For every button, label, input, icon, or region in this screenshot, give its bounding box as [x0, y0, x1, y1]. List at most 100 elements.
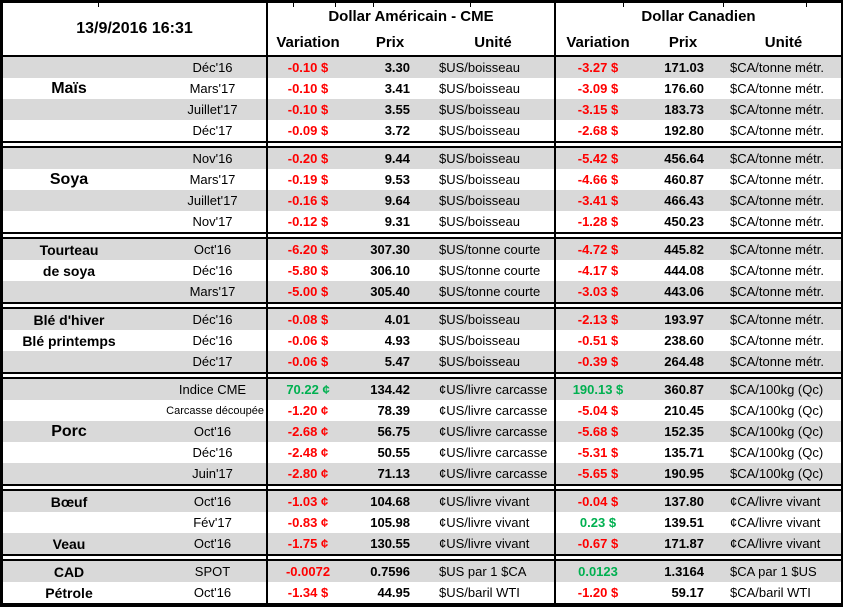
usd-price-value: 5.47: [384, 354, 410, 369]
table-row: Blé d'hiver Déc'16 -0.08 $ 4.01 $US/bois…: [3, 309, 841, 330]
contract-month: Carcasse découpée: [166, 404, 264, 417]
cad-unit-label: $CA/100kg (Qc): [730, 424, 824, 439]
cad-unit-label: $CA/tonne métr.: [730, 333, 824, 348]
cad-price-value: 456.64: [664, 151, 704, 166]
usd-unit-label: ¢US/livre carcasse: [439, 403, 548, 418]
table-row: Carcasse découpée -1.20 ¢ 78.39 ¢US/livr…: [3, 400, 841, 421]
cad-variation-value: -5.31 $: [554, 442, 640, 463]
cad-variation-value: -4.66 $: [554, 169, 640, 190]
commodity-label: [3, 442, 135, 463]
cad-variation-value: -5.65 $: [554, 463, 640, 484]
table-row: Nov'16 -0.20 $ 9.44 $US/boisseau -5.42 $…: [3, 148, 841, 169]
contract-month: Déc'16: [192, 445, 233, 460]
commodity-label: [3, 211, 135, 232]
cad-price-value: 360.87: [664, 382, 704, 397]
usd-unit-label: ¢US/livre carcasse: [439, 424, 548, 439]
usd-unit-label: ¢US/livre carcasse: [439, 466, 548, 481]
cad-unit-label: $CA/tonne métr.: [730, 60, 824, 75]
table-row: Juillet'17 -0.16 $ 9.64 $US/boisseau -3.…: [3, 190, 841, 211]
contract-month: Mars'17: [189, 81, 236, 96]
usd-variation-value: -0.09 $: [266, 120, 348, 141]
commodity-label: [3, 281, 135, 302]
commodity-label: [3, 99, 135, 120]
table-row: Déc'16 -2.48 ¢ 50.55 ¢US/livre carcasse …: [3, 442, 841, 463]
usd-unit-label: $US/boisseau: [439, 312, 520, 327]
cad-price-value: 152.35: [664, 424, 704, 439]
usd-variation-value: -1.75 ¢: [266, 533, 348, 554]
usd-price-value: 130.55: [370, 536, 410, 551]
usd-variation-value: -0.06 $: [266, 330, 348, 351]
usd-variation-value: -0.10 $: [266, 78, 348, 99]
usd-prix-column-header: Prix: [375, 33, 405, 51]
cad-variation-value: -3.15 $: [554, 99, 640, 120]
table-header: 13/9/2016 16:31 Dollar Américain - CME D…: [3, 3, 841, 57]
usd-variation-value: -0.19 $: [266, 169, 348, 190]
section-mais: Déc'16 -0.10 $ 3.30 $US/boisseau -3.27 $…: [3, 57, 841, 143]
contract-month: Juillet'17: [187, 193, 238, 208]
cad-variation-value: -3.27 $: [554, 57, 640, 78]
usd-variation-value: -0.12 $: [266, 211, 348, 232]
commodity-label: [3, 120, 135, 141]
cad-price-value: 135.71: [664, 445, 704, 460]
usd-unit-label: $US/boisseau: [439, 123, 520, 138]
cad-variation-value: -2.13 $: [554, 309, 640, 330]
contract-month: Oct'16: [193, 536, 232, 551]
cad-variation-value: -5.42 $: [554, 148, 640, 169]
usd-variation-value: -0.83 ¢: [266, 512, 348, 533]
cad-unit-label: $CA/100kg (Qc): [730, 382, 824, 397]
cad-variation-value: -0.39 $: [554, 351, 640, 372]
usd-variation-value: -1.34 $: [266, 582, 348, 603]
usd-price-value: 104.68: [370, 494, 410, 509]
table-row: Mars'17 -5.00 $ 305.40 $US/tonne courte …: [3, 281, 841, 302]
commodity-label: Blé printemps: [22, 332, 116, 349]
usd-price-value: 3.55: [384, 102, 410, 117]
cad-price-value: 445.82: [664, 242, 704, 257]
cad-price-value: 1.3164: [664, 564, 704, 579]
contract-month: Nov'16: [192, 151, 233, 166]
cad-variation-value: -1.28 $: [554, 211, 640, 232]
contract-month: Oct'16: [193, 585, 232, 600]
section-boeuf-veau: Bœuf Oct'16 -1.03 ¢ 104.68 ¢US/livre viv…: [3, 491, 841, 556]
commodity-label: [3, 190, 135, 211]
cad-price-value: 137.80: [664, 494, 704, 509]
cad-price-value: 443.06: [664, 284, 704, 299]
usd-price-value: 44.95: [377, 585, 410, 600]
usd-variation-value: -6.20 $: [266, 239, 348, 260]
commodity-label: Soya: [49, 170, 89, 188]
usd-unit-label: ¢US/livre vivant: [439, 494, 530, 509]
cad-unit-label: $CA/tonne métr.: [730, 214, 824, 229]
gridline-tick: [623, 3, 624, 7]
usd-price-value: 305.40: [370, 284, 410, 299]
usd-variation-value: -0.20 $: [266, 148, 348, 169]
gridline-tick: [335, 3, 336, 7]
usd-unit-label: $US/boisseau: [439, 172, 520, 187]
commodity-label: Tourteau: [39, 241, 99, 258]
commodity-label: [3, 57, 135, 78]
commodity-label: [3, 379, 135, 400]
contract-month: Oct'16: [193, 242, 232, 257]
usd-unit-label: $US/boisseau: [439, 193, 520, 208]
cad-unit-label: ¢CA/livre vivant: [730, 536, 821, 551]
table-row: Juillet'17 -0.10 $ 3.55 $US/boisseau -3.…: [3, 99, 841, 120]
usd-unit-label: ¢US/livre carcasse: [439, 382, 548, 397]
cad-variation-value: 0.0123: [554, 561, 640, 582]
usd-variation-value: -0.06 $: [266, 351, 348, 372]
cad-price-value: 450.23: [664, 214, 704, 229]
gridline-tick: [373, 3, 374, 7]
gridline-tick: [806, 3, 807, 7]
commodity-label: Veau: [52, 535, 86, 552]
usd-unit-label: $US/boisseau: [439, 102, 520, 117]
cad-variation-value: -0.51 $: [554, 330, 640, 351]
usd-variation-value: 70.22 ¢: [266, 379, 348, 400]
usd-price-value: 3.72: [384, 123, 410, 138]
usd-variation-value: -5.80 $: [266, 260, 348, 281]
cad-unite-column-header: Unité: [764, 33, 803, 51]
usd-price-value: 0.7596: [370, 564, 410, 579]
usd-unit-label: $US/boisseau: [439, 151, 520, 166]
commodity-label: Bœuf: [50, 493, 88, 510]
cad-variation-value: -3.41 $: [554, 190, 640, 211]
table-row: Déc'17 -0.06 $ 5.47 $US/boisseau -0.39 $…: [3, 351, 841, 372]
usd-price-value: 4.93: [384, 333, 410, 348]
